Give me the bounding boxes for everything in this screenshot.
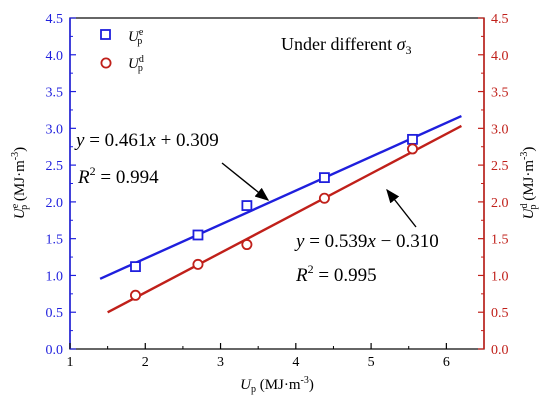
x-tick-label: 4 xyxy=(292,355,299,370)
right-y-tick-label: 4.5 xyxy=(491,12,509,27)
legend: Ue p Ud p xyxy=(100,27,144,74)
left-y-tick-label: 3.5 xyxy=(46,86,64,101)
left-y-tick-label: 3.0 xyxy=(46,122,64,137)
point-udp xyxy=(241,239,253,251)
point-udp xyxy=(192,258,204,270)
point-udp xyxy=(318,192,330,204)
x-tick-label: 5 xyxy=(368,355,375,370)
fit-line-udp xyxy=(107,124,462,314)
left-y-tick-label: 1.0 xyxy=(46,269,64,284)
fit-line-uep xyxy=(99,114,462,280)
legend-marker-udp xyxy=(100,57,112,69)
left-y-tick-label: 2.0 xyxy=(46,196,64,211)
left-y-tick-label: 4.0 xyxy=(46,49,64,64)
fit-equation-uep: y = 0.461x + 0.309 xyxy=(74,130,219,151)
point-udp xyxy=(406,143,418,155)
legend-label-uep: Ue p xyxy=(128,27,144,47)
fit-r2-uep: R2 = 0.994 xyxy=(77,164,159,188)
left-y-tick-label: 4.5 xyxy=(46,12,64,27)
point-uep xyxy=(407,133,418,145)
x-axis-ticks: 1 2 3 4 5 6 xyxy=(67,343,450,370)
condition-annotation: Under different σ3 xyxy=(281,34,412,57)
left-y-tick-label: 0.5 xyxy=(46,306,64,321)
arrow-uep xyxy=(221,162,270,201)
x-tick-label: 1 xyxy=(67,355,74,370)
left-axis-title: Uep (MJ·m-3) xyxy=(10,147,30,219)
legend-label-udp: Ud p xyxy=(128,54,144,74)
right-axis-title: Udp (MJ·m-3) xyxy=(519,147,539,220)
left-y-tick-label: 0.0 xyxy=(46,343,64,358)
right-y-tick-label: 4.0 xyxy=(491,49,509,64)
right-y-tick-label: 0.0 xyxy=(491,343,509,358)
right-y-tick-label: 1.0 xyxy=(491,269,509,284)
point-uep xyxy=(130,261,141,273)
legend-marker-uep xyxy=(100,29,111,40)
right-y-tick-label: 2.0 xyxy=(491,196,509,211)
point-udp xyxy=(129,289,141,301)
left-y-tick-label: 1.5 xyxy=(46,233,64,248)
right-y-tick-label: 0.5 xyxy=(491,306,509,321)
point-uep xyxy=(192,229,204,241)
right-y-tick-label: 2.5 xyxy=(491,159,509,174)
left-axis-ticks: 0.0 0.5 1.0 1.5 2.0 2.5 3.0 3.5 4.0 4.5 xyxy=(46,12,76,358)
point-uep xyxy=(319,172,330,184)
data-points xyxy=(129,133,418,301)
fit-r2-udp: R2 = 0.995 xyxy=(295,262,377,286)
x-tick-label: 6 xyxy=(443,355,450,370)
x-axis-title: Up (MJ·m-3) xyxy=(240,375,314,395)
right-y-tick-label: 1.5 xyxy=(491,233,509,248)
right-axis-ticks: 0.0 0.5 1.0 1.5 2.0 2.5 3.0 3.5 4.0 4.5 xyxy=(478,12,509,358)
x-tick-label: 3 xyxy=(217,355,224,370)
point-uep xyxy=(241,200,253,211)
x-tick-label: 2 xyxy=(142,355,149,370)
arrow-udp xyxy=(386,188,417,228)
left-y-tick-label: 2.5 xyxy=(46,159,64,174)
fit-equation-udp: y = 0.539x − 0.310 xyxy=(294,231,439,252)
right-y-tick-label: 3.0 xyxy=(491,122,509,137)
right-y-tick-label: 3.5 xyxy=(491,86,509,101)
fit-lines xyxy=(99,114,462,314)
